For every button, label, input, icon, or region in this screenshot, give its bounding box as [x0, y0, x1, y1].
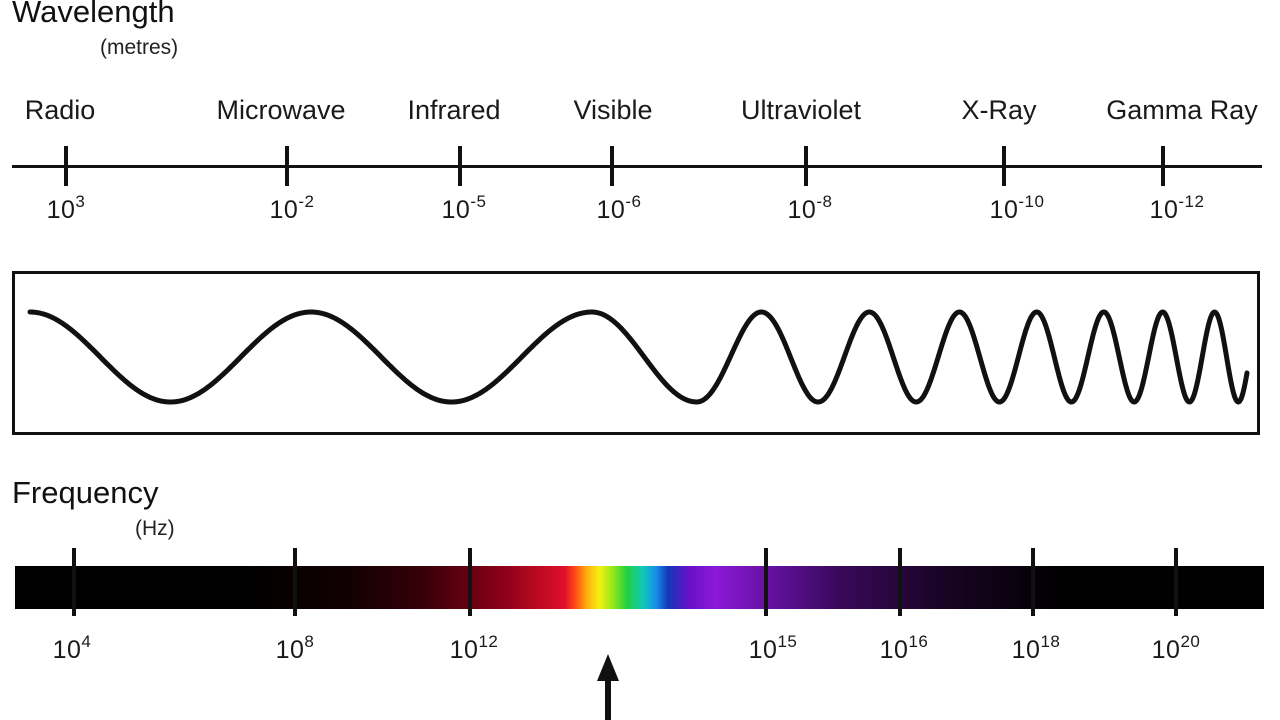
- wavelength-tick-label-radio: 103: [46, 192, 86, 224]
- frequency-tick-3: [468, 548, 472, 616]
- frequency-tick-label-4: 1015: [748, 632, 798, 664]
- spectrum-bar: [15, 566, 1264, 609]
- frequency-tick-7: [1174, 548, 1178, 616]
- wave-curve: [27, 309, 1250, 405]
- frequency-tick-label-6: 1018: [1011, 632, 1061, 664]
- band-label-visible: Visible: [573, 95, 653, 125]
- frequency-tick-4: [764, 548, 768, 616]
- band-label-x-ray: X-Ray: [961, 95, 1037, 125]
- band-label-radio: Radio: [24, 95, 96, 125]
- wavelength-tick-label-microwave: 10-2: [269, 192, 315, 224]
- wavelength-unit: (metres): [100, 36, 179, 59]
- frequency-tick-2: [293, 548, 297, 616]
- wavelength-tick-label-gamma-ray: 10-12: [1149, 192, 1205, 224]
- frequency-tick-label-2: 108: [275, 632, 315, 664]
- wavelength-tick-label-visible: 10-6: [596, 192, 642, 224]
- band-label-ultraviolet: Ultraviolet: [740, 95, 862, 125]
- frequency-title: Frequency: [12, 475, 159, 510]
- wavelength-tick-infrared: [458, 146, 462, 186]
- wavelength-tick-visible: [610, 146, 614, 186]
- frequency-unit: (Hz): [135, 517, 175, 540]
- frequency-tick-6: [1031, 548, 1035, 616]
- wavelength-tick-radio: [64, 146, 68, 186]
- wavelength-axis-line: [12, 165, 1262, 168]
- wavelength-title: Wavelength: [12, 0, 175, 29]
- frequency-tick-label-5: 1016: [879, 632, 929, 664]
- wavelength-tick-x-ray: [1002, 146, 1006, 186]
- band-label-infrared: Infrared: [407, 95, 501, 125]
- band-label-gamma-ray: Gamma Ray: [1106, 95, 1258, 125]
- wavelength-tick-gamma-ray: [1161, 146, 1165, 186]
- visible-arrow: [597, 654, 619, 720]
- wavelength-tick-microwave: [285, 146, 289, 186]
- frequency-tick-label-7: 1020: [1151, 632, 1201, 664]
- frequency-tick-label-1: 104: [52, 632, 92, 664]
- band-label-microwave: Microwave: [216, 95, 346, 125]
- wavelength-tick-ultraviolet: [804, 146, 808, 186]
- wavelength-tick-label-ultraviolet: 10-8: [787, 192, 833, 224]
- wavelength-tick-label-x-ray: 10-10: [989, 192, 1045, 224]
- wavelength-tick-label-infrared: 10-5: [441, 192, 487, 224]
- frequency-tick-label-3: 1012: [449, 632, 499, 664]
- frequency-tick-1: [72, 548, 76, 616]
- frequency-tick-5: [898, 548, 902, 616]
